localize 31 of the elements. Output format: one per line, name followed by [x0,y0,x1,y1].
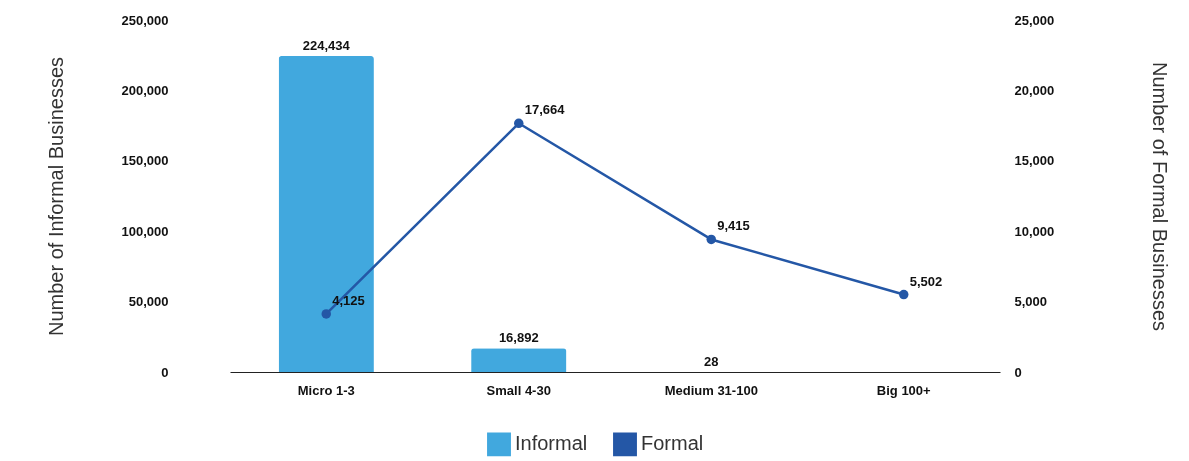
data-label: 224,434 [302,38,351,53]
y-tick-label: 0 [161,364,169,380]
data-label: 28 [704,353,719,369]
x-tick-label: Big 100+ [876,382,932,398]
y2-tick-label: 10,000 [1014,223,1055,239]
x-tick-label: Medium 31-100 [664,382,758,398]
y-tick-label: 150,000 [121,153,169,169]
y2-tick-label: 0 [1014,364,1022,380]
data-label: 16,892 [498,330,539,346]
y-tick-label: 50,000 [128,294,169,310]
y-tick-label: 250,000 [121,12,169,28]
y2-tick-label: 15,000 [1014,153,1055,169]
y2-tick-label: 20,000 [1014,82,1055,98]
point [899,289,909,300]
y-axis-title: Number of Informal Businesses [44,56,67,337]
y-tick-label: 200,000 [121,82,169,98]
data-label: 9,415 [717,218,750,234]
y-tick-label: 100,000 [121,223,169,239]
y2-axis-title: Number of Formal Businesses [1149,62,1172,331]
point [706,234,716,245]
y2-tick-label: 25,000 [1014,12,1055,28]
y2-tick-label: 5,000 [1014,294,1048,310]
x-tick-label: Micro 1-3 [297,382,355,398]
data-label: 4,125 [332,292,365,308]
data-label: 5,502 [909,273,943,289]
legend-label: Formal [641,432,704,455]
x-tick-label: Small 4-30 [486,382,551,398]
point [514,118,524,129]
legend-label: Informal [515,432,588,455]
data-label: 17,664 [524,102,566,118]
point [321,309,331,319]
